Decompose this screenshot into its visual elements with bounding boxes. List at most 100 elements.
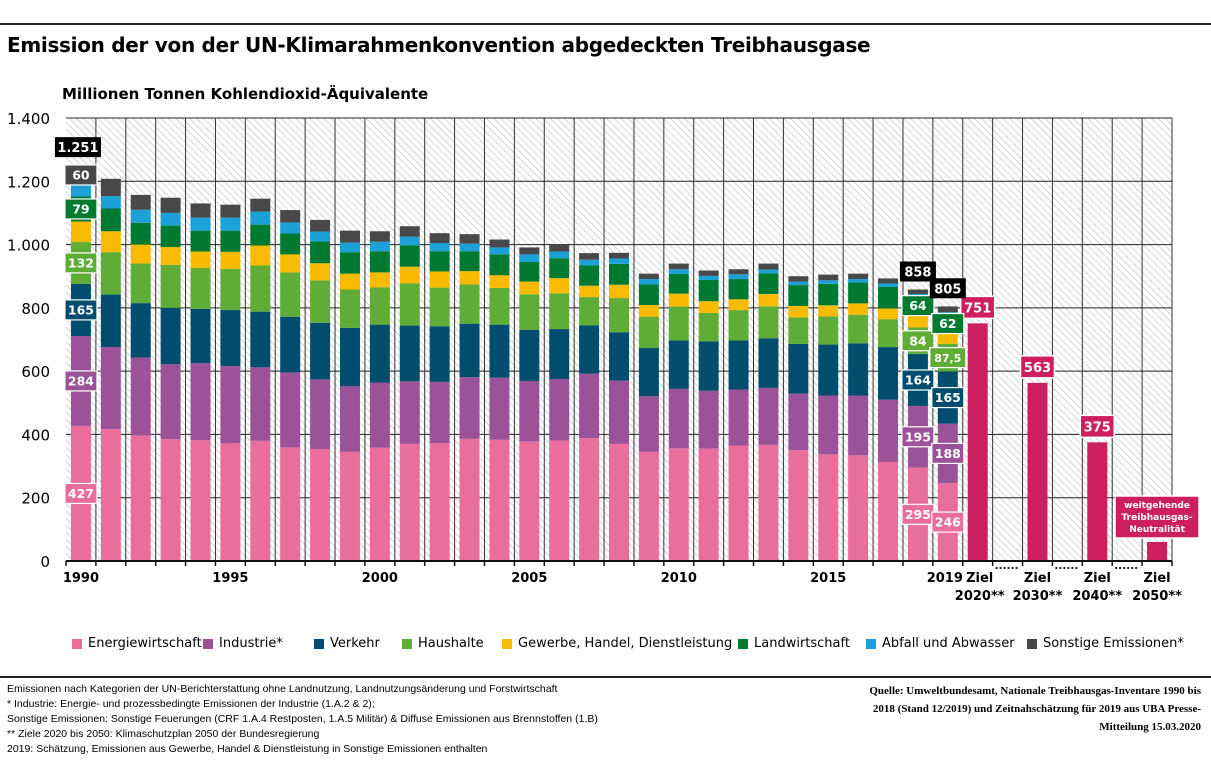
target-axis-label: Ziel bbox=[1084, 571, 1111, 586]
bar-segment-1994-0 bbox=[190, 440, 211, 561]
bar-segment-1996-2 bbox=[250, 311, 271, 368]
bar-segment-1995-5 bbox=[220, 230, 241, 252]
bar-segment-1995-1 bbox=[220, 366, 241, 444]
bar-segment-1990-4 bbox=[70, 221, 91, 243]
target-axis-label: Ziel bbox=[1024, 571, 1051, 586]
total-label: 805 bbox=[934, 282, 961, 297]
bar-segment-2009-1 bbox=[638, 396, 659, 452]
legend-swatch bbox=[72, 638, 82, 649]
bar-segment-1996-4 bbox=[250, 245, 271, 266]
bar-segment-1996-0 bbox=[250, 440, 271, 561]
bar-segment-2000-0 bbox=[369, 447, 390, 561]
x-tick-label: 1990 bbox=[63, 571, 99, 586]
bar-segment-1997-1 bbox=[280, 372, 301, 448]
target-axis-label: 2020** bbox=[955, 589, 1005, 604]
bar-segment-1997-0 bbox=[280, 447, 301, 561]
bar-segment-1998-6 bbox=[310, 231, 331, 242]
y-tick-label: 400 bbox=[21, 426, 50, 444]
bar-segment-1995-2 bbox=[220, 310, 241, 367]
bar-segment-2001-2 bbox=[399, 325, 420, 382]
bar-segment-2006-4 bbox=[549, 278, 570, 294]
legend-label: Verkehr bbox=[330, 636, 380, 651]
bar-segment-2018-6 bbox=[907, 293, 928, 296]
bar-segment-2006-3 bbox=[549, 293, 570, 330]
bar-segment-2008-1 bbox=[609, 380, 629, 444]
y-tick-label: 600 bbox=[21, 363, 50, 381]
bar-segment-2010-6 bbox=[668, 269, 689, 274]
legend-label: Energiewirtschaft bbox=[88, 636, 202, 651]
bar-segment-1992-5 bbox=[130, 222, 151, 245]
bar-segment-1995-6 bbox=[220, 217, 241, 231]
bar-segment-2010-7 bbox=[668, 263, 689, 270]
bar-segment-2000-2 bbox=[369, 324, 390, 383]
x-tick-label: 2005 bbox=[511, 571, 547, 586]
bar-segment-1992-2 bbox=[130, 303, 151, 358]
data-label: 246 bbox=[935, 515, 961, 530]
bar-segment-2008-4 bbox=[609, 284, 629, 299]
bar-segment-2011-6 bbox=[698, 275, 719, 281]
bar-segment-2001-6 bbox=[399, 236, 420, 246]
data-label-box bbox=[929, 347, 967, 369]
bar-segment-2017-3 bbox=[878, 319, 899, 348]
bar-segment-2003-2 bbox=[459, 323, 480, 378]
bar-segment-2002-0 bbox=[429, 443, 450, 561]
total-label-box bbox=[929, 278, 966, 299]
bar-segment-2015-6 bbox=[818, 280, 839, 284]
bar-segment-2005-6 bbox=[519, 254, 540, 262]
bar-segment-2014-2 bbox=[788, 343, 809, 394]
bar-segment-1993-6 bbox=[160, 212, 181, 226]
data-label-box bbox=[931, 312, 965, 335]
bar-segment-2015-1 bbox=[818, 395, 839, 455]
target-value-label: 375 bbox=[1084, 420, 1111, 435]
y-tick-label: 0 bbox=[40, 553, 50, 571]
bar-segment-1997-4 bbox=[280, 254, 301, 273]
bar-segment-2004-2 bbox=[489, 324, 510, 378]
footnote-line: Emissionen nach Kategorien der UN-Berich… bbox=[7, 683, 558, 695]
target-axis-label: 2040** bbox=[1072, 589, 1122, 604]
bar-segment-2014-5 bbox=[788, 285, 809, 306]
legend-swatch bbox=[1027, 638, 1037, 649]
bar-segment-1994-3 bbox=[190, 267, 211, 309]
bar-segment-2017-1 bbox=[878, 399, 899, 462]
bar-segment-1993-2 bbox=[160, 307, 181, 365]
bar-segment-2002-4 bbox=[429, 271, 450, 288]
legend-item: Abfall und Abwasser bbox=[866, 636, 1015, 651]
bar-segment-2006-2 bbox=[549, 329, 570, 380]
bar-segment-2016-7 bbox=[848, 273, 869, 280]
data-label: 195 bbox=[905, 429, 931, 444]
total-label-box bbox=[899, 261, 936, 282]
bar-segment-2008-0 bbox=[609, 443, 629, 561]
bar-segment-2004-0 bbox=[489, 439, 510, 561]
bar-segment-1992-6 bbox=[130, 209, 151, 223]
bar-segment-1993-1 bbox=[160, 364, 181, 440]
bar-segment-2000-7 bbox=[369, 231, 390, 242]
bar-segment-1993-5 bbox=[160, 225, 181, 248]
legend-item: Haushalte bbox=[402, 636, 484, 651]
bar-segment-2012-1 bbox=[728, 389, 749, 446]
bar-segment-1991-7 bbox=[100, 178, 121, 197]
data-label: 84 bbox=[909, 333, 927, 348]
bar-segment-2006-5 bbox=[549, 258, 570, 279]
bar-segment-2014-3 bbox=[788, 317, 809, 344]
data-label: 87,5 bbox=[934, 352, 961, 365]
data-label-box bbox=[901, 295, 935, 317]
stacked-bar-chart: 0 200 400 600 800 1.000 1.200 1.400 Ziel 2020** Zi… bbox=[7, 110, 1200, 604]
target-value-box bbox=[1079, 414, 1116, 439]
bar-segment-2011-3 bbox=[698, 312, 719, 342]
source-line: Quelle: Umweltbundesamt, Nationale Treib… bbox=[869, 685, 1201, 697]
bar-segment-1999-4 bbox=[339, 273, 360, 290]
target-value-box bbox=[1019, 355, 1056, 379]
bar-segment-1998-0 bbox=[310, 448, 331, 561]
bar-segment-1992-7 bbox=[130, 194, 151, 210]
bar-segment-2005-1 bbox=[519, 380, 540, 442]
bar-segment-1999-3 bbox=[339, 289, 360, 328]
legend-swatch bbox=[866, 638, 876, 649]
bar-segment-2009-5 bbox=[638, 284, 659, 306]
target-axis-label: Ziel bbox=[966, 571, 993, 586]
bar-segment-2000-1 bbox=[369, 382, 390, 448]
bar-segment-2003-4 bbox=[459, 271, 480, 285]
footnote-line: Sonstige Emissionen: Sonstige Feuerungen… bbox=[7, 713, 598, 725]
target-bar bbox=[1147, 542, 1168, 561]
bar-segment-1992-0 bbox=[130, 435, 151, 561]
target-axis-label: 2030** bbox=[1013, 589, 1063, 604]
